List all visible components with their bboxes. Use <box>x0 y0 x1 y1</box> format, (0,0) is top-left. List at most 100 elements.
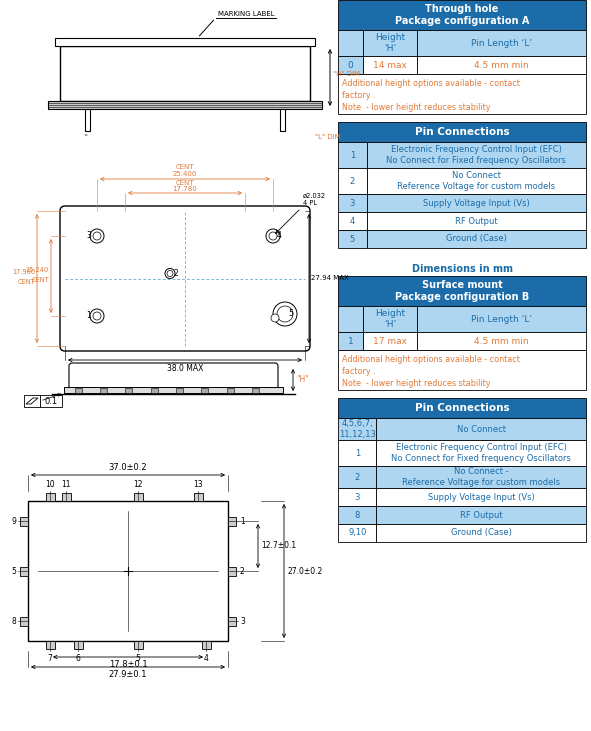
Text: 17.780: 17.780 <box>173 186 197 192</box>
Bar <box>366 212 586 230</box>
Circle shape <box>165 268 175 279</box>
Text: Supply Voltage Input (Vs): Supply Voltage Input (Vs) <box>428 493 535 501</box>
Text: 0.1: 0.1 <box>44 396 57 406</box>
Text: 2: 2 <box>355 472 360 482</box>
FancyBboxPatch shape <box>69 363 278 390</box>
Bar <box>376 440 586 466</box>
Text: CENT: CENT <box>176 180 194 186</box>
Bar <box>376 506 586 524</box>
Bar <box>417 30 586 56</box>
Bar <box>338 142 366 168</box>
Bar <box>228 567 236 575</box>
Text: 5: 5 <box>135 654 141 663</box>
Bar <box>376 488 586 506</box>
Circle shape <box>90 309 104 323</box>
Bar <box>151 388 158 393</box>
Text: 38.0 MAX: 38.0 MAX <box>167 364 203 373</box>
Text: 1: 1 <box>240 517 245 526</box>
Bar <box>73 641 83 649</box>
Text: MARKING LABEL: MARKING LABEL <box>217 11 274 17</box>
Text: 2: 2 <box>240 567 245 575</box>
Bar <box>338 30 363 56</box>
Bar <box>417 306 586 332</box>
Text: Height
‘H’: Height ‘H’ <box>375 33 405 53</box>
Text: 14 max: 14 max <box>373 61 407 69</box>
Bar <box>134 493 142 501</box>
Text: CENT: CENT <box>17 279 35 286</box>
Bar <box>376 418 586 440</box>
Text: RF Output: RF Output <box>460 510 502 520</box>
Text: Ground (Case): Ground (Case) <box>451 529 512 537</box>
Bar <box>176 388 183 393</box>
FancyBboxPatch shape <box>60 206 310 351</box>
Bar <box>363 56 417 74</box>
Bar <box>193 493 203 501</box>
Text: Pin Connections: Pin Connections <box>415 403 509 413</box>
Text: 3: 3 <box>355 493 360 501</box>
Bar <box>338 466 376 488</box>
Bar <box>20 517 28 526</box>
Bar <box>338 418 376 440</box>
Text: Dimensions in mm: Dimensions in mm <box>411 264 512 274</box>
Bar <box>366 142 586 168</box>
Circle shape <box>93 312 101 320</box>
Bar <box>125 388 132 393</box>
Text: 6: 6 <box>76 654 80 663</box>
Bar <box>74 388 82 393</box>
Circle shape <box>271 314 279 322</box>
Bar <box>64 387 283 393</box>
Bar <box>338 524 376 542</box>
Bar <box>85 109 90 131</box>
Polygon shape <box>26 398 38 404</box>
Bar <box>280 109 285 131</box>
Text: 8: 8 <box>11 616 16 626</box>
Bar <box>134 641 142 649</box>
Text: CENT: CENT <box>31 277 49 283</box>
Bar <box>60 46 310 101</box>
Bar <box>338 306 363 332</box>
Bar <box>20 567 28 575</box>
Text: 1: 1 <box>348 336 353 346</box>
Text: Electronic Frequency Control Input (EFC)
No Connect for Fixed frequency Oscillat: Electronic Frequency Control Input (EFC)… <box>391 443 571 463</box>
Text: 27.9±0.1: 27.9±0.1 <box>109 670 147 679</box>
Text: Pin Connections: Pin Connections <box>415 127 509 137</box>
Bar <box>338 506 376 524</box>
Text: 5: 5 <box>288 309 294 319</box>
Text: CENT: CENT <box>176 164 194 170</box>
Text: 9,10: 9,10 <box>348 529 366 537</box>
Text: Through hole
Package configuration A: Through hole Package configuration A <box>395 4 529 26</box>
Bar <box>55 38 315 46</box>
Text: 27.94 MAX: 27.94 MAX <box>311 276 349 281</box>
Bar <box>338 212 366 230</box>
Bar <box>28 501 228 641</box>
Bar <box>366 168 586 194</box>
Text: 4.5 mm min: 4.5 mm min <box>475 61 529 69</box>
Bar <box>417 332 586 350</box>
Text: 27.0±0.2: 27.0±0.2 <box>287 567 322 575</box>
Bar <box>363 30 417 56</box>
Bar <box>46 641 54 649</box>
Bar <box>363 332 417 350</box>
Bar <box>338 350 586 390</box>
Bar <box>338 276 586 306</box>
Bar <box>363 306 417 332</box>
Text: 5: 5 <box>350 235 355 243</box>
Bar <box>338 0 586 30</box>
Text: ø2.032
4 PL: ø2.032 4 PL <box>303 192 326 206</box>
Text: 1: 1 <box>355 449 360 458</box>
Text: Electronic Frequency Control Input (EFC)
No Connect for Fixed frequency Oscillat: Electronic Frequency Control Input (EFC)… <box>387 145 566 165</box>
Text: 4,5,6,7,
11,12,13: 4,5,6,7, 11,12,13 <box>339 419 376 439</box>
Text: 15.240: 15.240 <box>26 267 49 273</box>
Text: "H": "H" <box>296 375 309 384</box>
Text: 1: 1 <box>87 311 92 320</box>
Bar <box>252 388 259 393</box>
Circle shape <box>90 229 104 243</box>
Text: 25.400: 25.400 <box>173 171 197 177</box>
Text: 5: 5 <box>11 567 16 575</box>
Text: 12: 12 <box>133 480 143 489</box>
Bar <box>338 194 366 212</box>
Text: "L" DIM: "L" DIM <box>315 134 340 140</box>
Text: Additional height options available - contact
factory .
Note  - lower height red: Additional height options available - co… <box>342 79 520 112</box>
Text: 17 max: 17 max <box>373 336 407 346</box>
Text: 8: 8 <box>355 510 360 520</box>
